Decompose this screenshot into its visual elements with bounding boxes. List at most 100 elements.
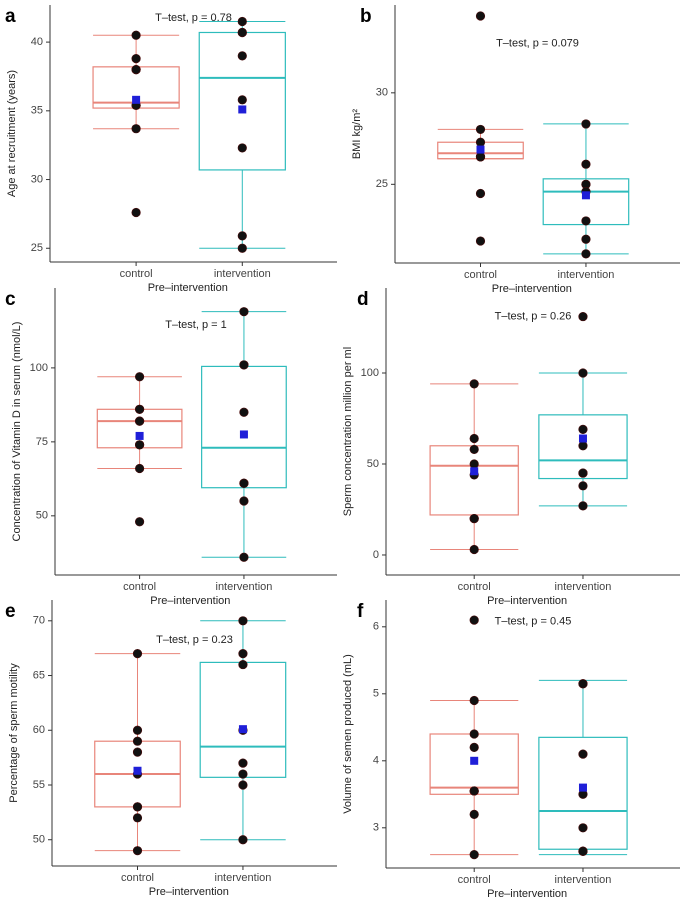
- y-axis-label: Age at recruitment (years): [6, 70, 18, 197]
- data-point: [239, 496, 249, 506]
- y-tick-label: 30: [376, 87, 388, 99]
- data-point: [578, 424, 588, 435]
- data-point: [578, 501, 588, 511]
- y-tick-label: 100: [361, 367, 379, 379]
- data-point: [469, 379, 479, 389]
- data-point: [237, 51, 247, 61]
- data-point: [578, 468, 588, 478]
- y-tick-label: 25: [376, 178, 388, 190]
- box: [429, 445, 519, 516]
- box: [201, 365, 287, 489]
- data-point: [578, 441, 588, 451]
- data-point: [469, 729, 479, 739]
- y-tick-label: 50: [367, 458, 379, 470]
- x-axis-label: Pre–intervention: [487, 595, 567, 607]
- annotation: T–test, p = 0.23: [156, 634, 233, 646]
- mean-marker: [135, 431, 144, 440]
- data-point: [132, 736, 143, 746]
- data-point: [132, 813, 143, 823]
- data-point: [239, 307, 249, 317]
- x-tick-label: intervention: [216, 581, 273, 593]
- x-axis-label: Pre–intervention: [150, 595, 230, 607]
- data-point: [238, 769, 248, 779]
- data-point: [237, 95, 247, 105]
- x-axis-label: Pre–intervention: [492, 283, 572, 295]
- data-point: [469, 742, 479, 753]
- data-point: [237, 143, 247, 153]
- x-tick-label: control: [121, 872, 154, 884]
- mean-marker: [581, 191, 590, 200]
- data-point: [581, 159, 591, 169]
- data-point: [581, 216, 591, 226]
- panel-label: a: [5, 6, 16, 27]
- data-point: [135, 416, 145, 426]
- y-tick-label: 100: [30, 362, 48, 374]
- data-point: [238, 659, 248, 670]
- data-point: [131, 124, 141, 134]
- data-point: [578, 311, 588, 322]
- mean-marker: [132, 95, 141, 104]
- x-tick-label: intervention: [215, 872, 272, 884]
- x-tick-label: intervention: [214, 268, 271, 280]
- data-point: [131, 64, 141, 75]
- y-axis-label: BMI kg/m²: [351, 109, 363, 159]
- annotation: T–test, p = 0.78: [155, 12, 232, 24]
- data-point: [475, 152, 486, 162]
- data-point: [578, 679, 588, 689]
- y-tick-label: 6: [373, 621, 379, 633]
- x-tick-label: intervention: [555, 874, 612, 886]
- data-point: [475, 236, 486, 246]
- data-point: [131, 30, 141, 40]
- x-axis-label: Pre–intervention: [149, 886, 229, 898]
- y-tick-label: 70: [33, 615, 45, 627]
- data-point: [131, 53, 141, 64]
- data-point: [469, 444, 479, 455]
- x-tick-label: control: [123, 581, 156, 593]
- data-point: [475, 11, 486, 21]
- data-point: [238, 649, 248, 659]
- y-tick-label: 0: [373, 549, 379, 561]
- data-point: [239, 407, 249, 417]
- data-point: [135, 372, 145, 382]
- data-point: [469, 433, 479, 444]
- mean-marker: [133, 766, 142, 775]
- data-point: [237, 27, 247, 38]
- mean-marker: [578, 783, 587, 792]
- data-point: [132, 725, 143, 735]
- y-tick-label: 5: [373, 688, 379, 700]
- y-tick-label: 3: [373, 822, 379, 834]
- data-point: [469, 695, 479, 706]
- data-point: [581, 249, 591, 259]
- data-point: [239, 478, 249, 488]
- mean-marker: [578, 434, 587, 443]
- y-tick-label: 25: [31, 242, 43, 254]
- mean-marker: [470, 467, 479, 476]
- data-point: [237, 231, 247, 241]
- y-tick-label: 35: [31, 105, 43, 117]
- data-point: [469, 459, 479, 469]
- data-point: [131, 207, 141, 218]
- y-axis-label: Percentage of sperm motility: [8, 663, 20, 803]
- data-point: [132, 747, 143, 757]
- x-tick-label: control: [458, 874, 491, 886]
- y-tick-label: 4: [373, 755, 379, 767]
- data-point: [238, 835, 248, 845]
- data-point: [578, 368, 588, 378]
- x-tick-label: control: [120, 268, 153, 280]
- y-tick-label: 30: [31, 173, 43, 185]
- data-point: [475, 124, 486, 135]
- x-tick-label: intervention: [558, 269, 615, 281]
- y-tick-label: 50: [36, 510, 48, 522]
- annotation: T–test, p = 0.45: [495, 615, 572, 627]
- data-point: [237, 16, 247, 27]
- data-point: [239, 360, 249, 370]
- y-tick-label: 40: [31, 36, 43, 48]
- y-axis-label: Concentration of Vitamin D in serum (nmo…: [11, 322, 23, 542]
- annotation: T–test, p = 0.26: [495, 311, 572, 323]
- data-point: [578, 823, 588, 833]
- data-point: [475, 188, 486, 199]
- x-tick-label: control: [458, 581, 491, 593]
- x-axis-label: Pre–intervention: [487, 888, 567, 900]
- data-point: [581, 119, 591, 129]
